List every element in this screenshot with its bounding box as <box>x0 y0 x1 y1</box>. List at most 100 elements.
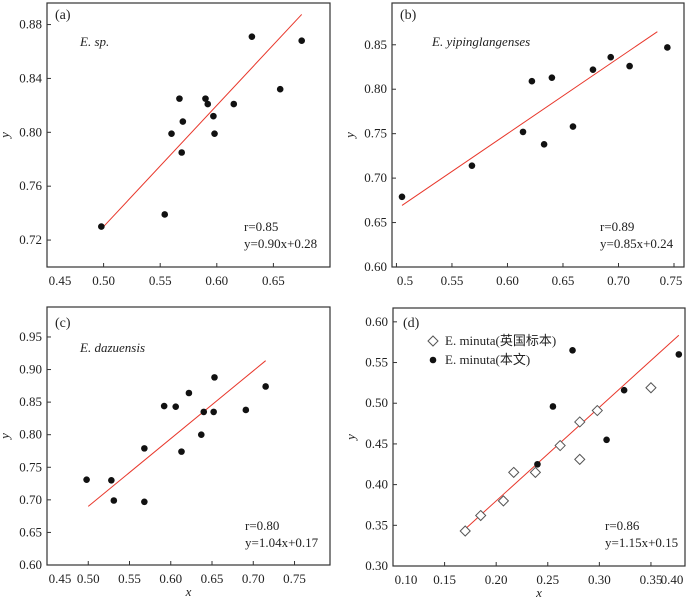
data-point <box>176 95 183 102</box>
data-point-diamond <box>591 404 604 417</box>
data-point <box>534 460 541 468</box>
data-point <box>178 149 186 156</box>
x-tick-label: 0.65 <box>552 273 575 288</box>
y-tick-label: 0.60 <box>365 314 388 329</box>
x-tick-label: 0.40 <box>661 572 684 587</box>
species-name: E. sp. <box>79 34 109 49</box>
data-point <box>242 406 250 414</box>
data-point <box>141 445 148 452</box>
panel-label: (d) <box>403 316 420 331</box>
x-tick-label: 0.60 <box>496 273 519 288</box>
data-point-diamond <box>459 525 471 537</box>
data-point <box>108 477 115 484</box>
panel-b: 0.5 0.55 0.60 0.65 0.70 0.75 0.60 0.65 0.70 0.75 0… <box>342 2 685 288</box>
data-point <box>603 436 610 444</box>
y-tick-label: 0.72 <box>19 232 42 247</box>
x-tick-label: 0.70 <box>607 273 630 288</box>
y-tick-label: 0.75 <box>364 126 387 141</box>
x-tick-label: 0.55 <box>441 273 464 288</box>
data-point <box>210 112 217 120</box>
data-point <box>675 351 683 358</box>
legend-label: E. minuta(英国标本) <box>445 333 556 348</box>
y-tick-label: 0.90 <box>19 362 42 377</box>
species-name: E. dazuensis <box>79 340 145 355</box>
data-point <box>160 402 168 410</box>
data-point <box>83 476 90 483</box>
data-point-diamond <box>574 416 586 428</box>
data-point <box>569 347 576 354</box>
data-point <box>179 118 187 125</box>
x-tick-label: 0.45 <box>49 571 72 586</box>
regression-equation: y=0.85x+0.24 <box>600 236 674 251</box>
plot-frame <box>392 307 686 567</box>
data-point <box>185 389 193 397</box>
regression-equation: y=0.90x+0.28 <box>244 236 317 251</box>
data-point <box>607 53 615 61</box>
data-point <box>230 100 238 108</box>
data-point <box>664 44 671 51</box>
y-tick-label: 0.35 <box>365 517 388 532</box>
x-tick-label: 0.60 <box>159 571 182 586</box>
x-tick-label: 0.10 <box>395 572 418 587</box>
y-tick-label: 0.70 <box>364 170 387 185</box>
plot-frame <box>46 2 331 268</box>
legend-marker-diamond <box>427 335 439 347</box>
data-point <box>468 162 476 169</box>
panel-label: (b) <box>400 8 417 23</box>
data-point <box>178 448 185 455</box>
panel-c: 0.45 0.50 0.55 0.60 0.65 0.70 0.75 0.60 0.65 0.70… <box>0 306 331 598</box>
y-tick-label: 0.65 <box>364 215 387 230</box>
species-name: E. yipinglangenses <box>431 34 530 49</box>
y-tick-label: 0.45 <box>365 436 388 451</box>
data-point-diamond <box>508 466 520 479</box>
y-axis-label: y <box>0 132 12 140</box>
correlation-coefficient: r=0.89 <box>600 219 634 234</box>
correlation-coefficient: r=0.85 <box>244 219 278 234</box>
x-tick-label: 0.50 <box>77 571 100 586</box>
regression-line <box>401 31 658 206</box>
regression-line <box>464 334 680 530</box>
y-tick-label: 0.55 <box>365 355 388 370</box>
y-tick-label: 0.60 <box>19 557 42 572</box>
y-tick-label: 0.88 <box>19 17 42 32</box>
data-point-diamond <box>497 495 510 507</box>
x-tick-label: 0.75 <box>283 571 306 586</box>
y-tick-label: 0.80 <box>19 427 42 442</box>
x-tick-label: 0.70 <box>242 571 265 586</box>
data-point <box>540 141 548 148</box>
legend-entry: E. minuta(英国标本) <box>427 333 556 348</box>
panel-a: 0.45 0.50 0.55 0.60 0.65 0.72 0.76 0.80 0.84 0.88… <box>0 2 331 288</box>
data-point <box>211 130 218 137</box>
x-tick-label: 0.65 <box>201 571 224 586</box>
y-tick-label: 0.50 <box>365 395 388 410</box>
data-point <box>210 408 217 416</box>
x-tick-label: 0.15 <box>433 572 456 587</box>
y-tick-label: 0.60 <box>364 259 387 274</box>
y-axis-label: y <box>0 433 12 441</box>
data-point <box>528 77 536 85</box>
data-point-diamond <box>474 509 487 522</box>
data-point <box>168 130 175 137</box>
regression-equation: y=1.15x+0.15 <box>605 535 678 550</box>
x-tick-label: 0.35 <box>640 572 663 587</box>
data-point-diamond <box>554 439 566 452</box>
panel-label: (a) <box>55 8 71 23</box>
x-tick-label: 0.45 <box>49 273 72 288</box>
y-tick-label: 0.65 <box>19 524 42 539</box>
data-point <box>569 123 577 130</box>
data-point <box>98 223 105 230</box>
y-tick-label: 0.40 <box>365 477 388 492</box>
legend-entry: E. minuta(本文) <box>429 352 530 367</box>
x-tick-label: 0.55 <box>149 273 172 288</box>
data-point-diamond <box>529 466 542 479</box>
data-point <box>211 374 218 381</box>
y-tick-label: 0.95 <box>19 329 42 344</box>
data-point <box>519 128 527 136</box>
x-axis-label: x <box>185 584 192 598</box>
data-point <box>262 383 269 390</box>
data-point <box>398 193 406 201</box>
x-tick-label: 0.55 <box>118 571 141 586</box>
data-point <box>248 33 256 40</box>
data-point <box>172 403 180 410</box>
data-point-diamond <box>574 453 586 466</box>
